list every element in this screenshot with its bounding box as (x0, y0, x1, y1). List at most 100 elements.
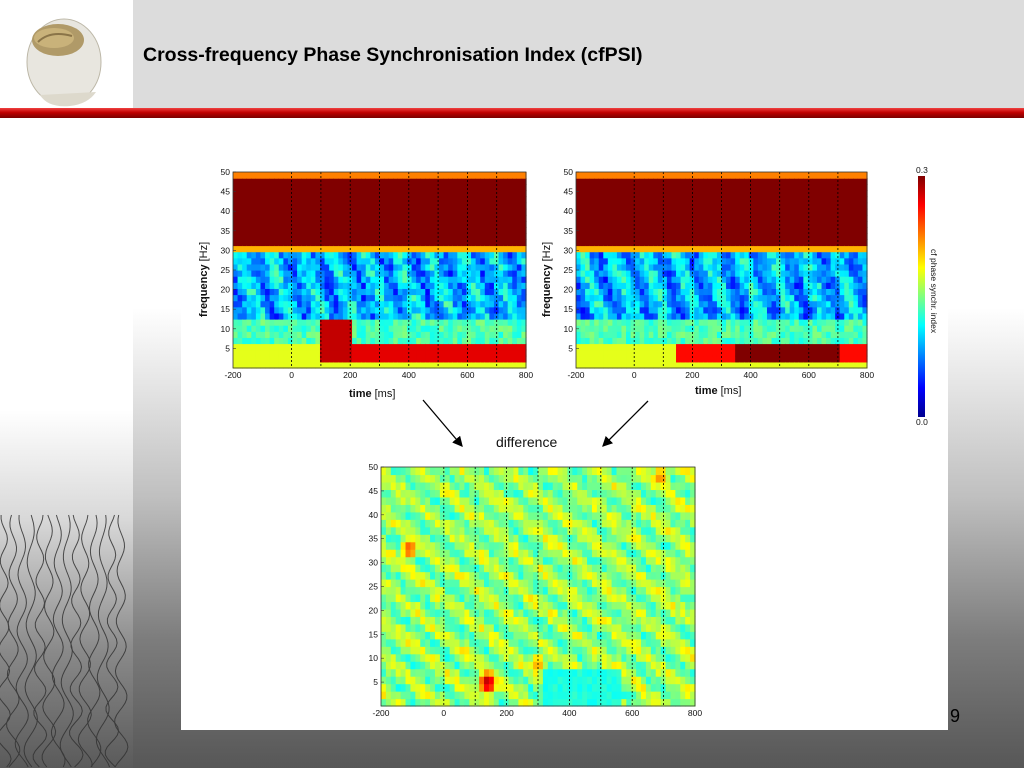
heatmap-cell (499, 504, 505, 512)
heatmap-cell (415, 504, 421, 512)
heatmap-cell (735, 362, 740, 369)
heatmap-cell (274, 184, 279, 191)
heatmap-cell (626, 215, 631, 222)
heatmap-cell (306, 282, 311, 289)
heatmap-cell (576, 264, 581, 271)
heatmap-cell (603, 337, 608, 344)
heatmap-cell (508, 307, 513, 314)
heatmap-cell (357, 288, 362, 295)
heatmap-cell (508, 252, 513, 259)
heatmap-cell (381, 519, 387, 527)
heatmap-cell (279, 197, 284, 204)
heatmap-cell (853, 282, 858, 289)
heatmap-cell (306, 209, 311, 216)
heatmap-cell (283, 319, 288, 326)
heatmap-cell (512, 331, 517, 338)
heatmap-cell (585, 307, 590, 314)
heatmap-cell (393, 239, 398, 246)
heatmap-cell (233, 258, 238, 265)
heatmap-cell (726, 301, 731, 308)
heatmap-cell (357, 221, 362, 228)
heatmap-cell (676, 209, 681, 216)
heatmap-cell (384, 233, 389, 240)
heatmap-cell (621, 356, 626, 363)
heatmap-cell (434, 172, 439, 179)
heatmap-cell (297, 209, 302, 216)
heatmap-cell (822, 246, 827, 253)
heatmap-cell (396, 534, 402, 542)
heatmap-cell (334, 356, 339, 363)
heatmap-cell (440, 572, 446, 580)
heatmap-cell (242, 288, 247, 295)
heatmap-cell (785, 319, 790, 326)
heatmap-cell (826, 258, 831, 265)
heatmap-cell (384, 215, 389, 222)
heatmap-cell (590, 356, 595, 363)
heatmap-cell (576, 184, 581, 191)
heatmap-cell (274, 221, 279, 228)
heatmap-cell (233, 282, 238, 289)
heatmap-cell (389, 190, 394, 197)
heatmap-cell (649, 344, 654, 351)
heatmap-cell (462, 264, 467, 271)
heatmap-cell (425, 270, 430, 277)
heatmap-cell (479, 691, 485, 699)
heatmap-cell (283, 252, 288, 259)
heatmap-cell (767, 325, 772, 332)
heatmap-cell (685, 325, 690, 332)
heatmap-cell (425, 676, 431, 684)
heatmap-cell (512, 313, 517, 320)
heatmap-cell (444, 264, 449, 271)
heatmap-cell (699, 252, 704, 259)
heatmap-cell (389, 344, 394, 351)
heatmap-cell (781, 252, 786, 259)
heatmap-cell (485, 246, 490, 253)
heatmap-cell (469, 497, 475, 505)
heatmap-cell (288, 282, 293, 289)
heatmap-cell (453, 350, 458, 357)
heatmap-cell (398, 203, 403, 210)
heatmap-cell (726, 362, 731, 369)
heatmap-cell (480, 276, 485, 283)
heatmap-cell (325, 270, 330, 277)
heatmap-cell (849, 319, 854, 326)
heatmap-cell (489, 344, 494, 351)
heatmap-cell (599, 276, 604, 283)
heatmap-cell (325, 221, 330, 228)
heatmap-cell (398, 264, 403, 271)
heatmap-cell (476, 252, 481, 259)
heatmap-cell (384, 313, 389, 320)
heatmap-cell (455, 519, 461, 527)
heatmap-cell (445, 616, 451, 624)
heatmap-cell (238, 319, 243, 326)
heatmap-cell (329, 313, 334, 320)
heatmap-cell (274, 276, 279, 283)
x-tick-label: 400 (402, 370, 416, 380)
heatmap-cell (712, 270, 717, 277)
heatmap-cell (393, 344, 398, 351)
heatmap-cell (494, 467, 500, 475)
heatmap-cell (315, 252, 320, 259)
heatmap-cell (699, 356, 704, 363)
heatmap-cell (758, 197, 763, 204)
heatmap-cell (393, 209, 398, 216)
heatmap-cell (421, 325, 426, 332)
heatmap-cell (762, 258, 767, 265)
heatmap-cell (274, 337, 279, 344)
heatmap-cell (396, 572, 402, 580)
heatmap-cell (283, 264, 288, 271)
heatmap-cell (626, 356, 631, 363)
heatmap-cell (391, 646, 397, 654)
heatmap-cell (462, 319, 467, 326)
heatmap-cell (302, 288, 307, 295)
heatmap-cell (256, 288, 261, 295)
heatmap-cell (812, 270, 817, 277)
heatmap-cell (708, 362, 713, 369)
heatmap-cell (334, 221, 339, 228)
heatmap-cell (621, 178, 626, 185)
heatmap-cell (753, 264, 758, 271)
heatmap-cell (671, 233, 676, 240)
heatmap-cell (658, 197, 663, 204)
heatmap-cell (753, 252, 758, 259)
heatmap-cell (425, 646, 431, 654)
